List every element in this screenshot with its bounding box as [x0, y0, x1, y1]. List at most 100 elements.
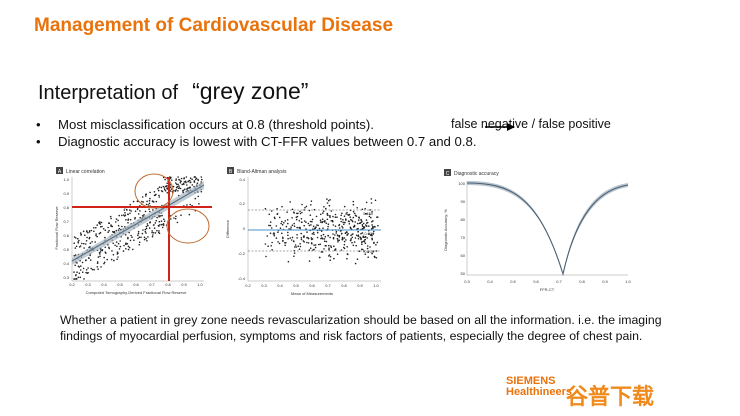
scatter-point	[361, 232, 364, 234]
scatter-point	[76, 271, 78, 273]
scatter-point	[304, 206, 306, 209]
scatter-point	[99, 221, 101, 223]
scatter-point	[79, 232, 82, 234]
scatter-point	[352, 200, 355, 203]
scatter-point	[343, 237, 346, 239]
scatter-point	[144, 230, 147, 233]
scatter-point	[294, 244, 297, 246]
linear-correlation-panel: A Linear correlation Fractional Flow Res…	[54, 167, 212, 295]
scatter-point	[161, 190, 164, 193]
scatter-point	[368, 215, 371, 218]
x-tick-label: 0.5	[293, 283, 299, 288]
scatter-point	[324, 221, 326, 223]
scatter-point	[178, 179, 181, 181]
scatter-point	[189, 203, 191, 206]
scatter-point	[273, 216, 276, 219]
scatter-point	[306, 241, 308, 244]
scatter-point	[332, 233, 334, 235]
watermark-text: 谷普下载	[566, 384, 654, 409]
scatter-point	[361, 240, 363, 243]
scatter-point	[312, 231, 315, 234]
scatter-point	[74, 264, 76, 267]
scatter-point	[197, 195, 199, 198]
scatter-point	[293, 252, 296, 254]
lower-limit-label: -0.212	[363, 249, 375, 254]
x-tick-label: 0.8	[165, 282, 171, 287]
scatter-point	[301, 221, 303, 223]
scatter-point	[115, 221, 117, 223]
scatter-point	[310, 224, 312, 226]
scatter-point	[297, 245, 299, 247]
scatter-point	[350, 234, 352, 237]
scatter-point	[117, 219, 119, 222]
scatter-point	[123, 209, 126, 211]
y-tick-label: 80	[461, 217, 466, 222]
scatter-point	[138, 244, 141, 246]
scatter-point	[361, 224, 364, 226]
scatter-point	[111, 250, 113, 252]
scatter-point	[109, 215, 112, 218]
scatter-point	[287, 234, 289, 237]
scatter-point	[182, 190, 184, 192]
scatter-point	[137, 213, 140, 215]
scatter-point	[347, 213, 349, 216]
scatter-point	[264, 243, 267, 245]
scatter-point	[141, 200, 143, 203]
scatter-point	[166, 182, 168, 184]
y-axis-label: Difference	[225, 219, 230, 238]
scatter-point	[136, 208, 139, 211]
regression-line	[71, 184, 205, 262]
x-tick-label: 1.0	[373, 283, 379, 288]
scatter-point	[293, 212, 295, 214]
scatter-point	[275, 237, 278, 239]
y-tick-label: 100	[458, 181, 465, 186]
scatter-point	[328, 254, 331, 256]
scatter-point	[84, 243, 87, 245]
scatter-point	[348, 223, 351, 225]
scatter-point	[372, 220, 374, 222]
scatter-point	[149, 210, 151, 213]
scatter-point	[114, 244, 116, 247]
scatter-point	[296, 212, 298, 215]
scatter-point	[330, 220, 333, 222]
scatter-point	[161, 226, 164, 229]
scatter-point	[163, 188, 166, 191]
scatter-point	[361, 225, 364, 227]
scatter-point	[329, 236, 331, 239]
scatter-point	[141, 196, 144, 198]
scatter-point	[361, 227, 364, 230]
scatter-point	[281, 223, 284, 226]
scatter-point	[93, 230, 95, 233]
scatter-point	[268, 224, 270, 227]
scatter-point	[102, 228, 105, 230]
scatter-point	[160, 186, 163, 189]
scatter-point	[340, 214, 342, 217]
scatter-point	[371, 238, 373, 241]
scatter-point	[177, 190, 179, 192]
x-tick-label: 1.0	[625, 279, 631, 284]
scatter-point	[343, 240, 346, 243]
scatter-point	[137, 234, 139, 237]
scatter-point	[346, 257, 348, 260]
scatter-point	[74, 247, 77, 249]
scatter-point	[158, 230, 160, 232]
scatter-point	[313, 248, 315, 251]
scatter-point	[270, 227, 273, 229]
panel-tag-box	[56, 167, 63, 174]
scatter-point	[88, 230, 91, 232]
scatter-point	[134, 210, 137, 213]
scatter-point	[86, 236, 88, 239]
scatter-point	[144, 210, 147, 213]
scatter-point	[73, 278, 76, 280]
scatter-point	[295, 216, 298, 219]
scatter-point	[278, 216, 281, 219]
scatter-point	[145, 203, 148, 206]
scatter-point	[307, 222, 310, 225]
scatter-point	[293, 255, 295, 257]
scatter-point	[341, 225, 343, 228]
scatter-point	[328, 204, 331, 207]
scatter-point	[149, 221, 151, 224]
scatter-point	[307, 242, 310, 244]
scatter-point	[111, 225, 114, 228]
scatter-point	[332, 215, 334, 218]
